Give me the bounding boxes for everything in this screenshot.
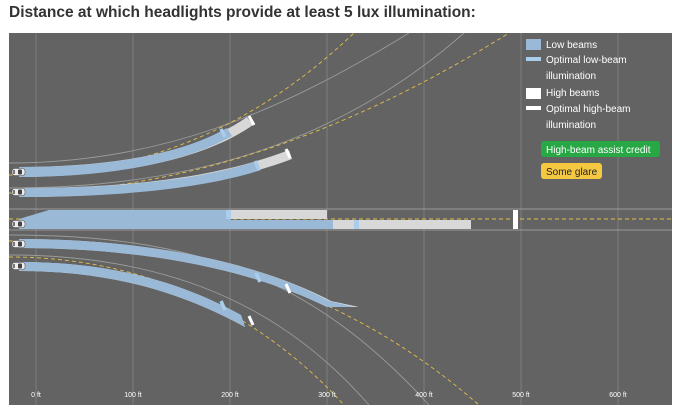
low-beam-area [19, 262, 245, 327]
car-icon [11, 188, 26, 196]
axis-tick-label: 500 ft [512, 392, 530, 399]
beam-patterns [19, 115, 518, 327]
legend-label-low-beams: Low beams [546, 40, 597, 51]
car-icon [11, 240, 26, 248]
legend-swatch-optimal-low-beam [526, 57, 541, 61]
optimal-low-beam-marker [254, 272, 262, 283]
optimal-low-beam-marker [219, 300, 227, 311]
axis-tick-label: 600 ft [609, 392, 627, 399]
optimal-high-beam-marker [284, 283, 292, 294]
legend: Low beams Optimal low-beam illumination … [526, 39, 660, 179]
some-glare-label: Some glare [546, 167, 598, 178]
road-edge-curve [9, 254, 370, 405]
low-beam-area [231, 220, 333, 229]
low-beam-area [19, 239, 354, 307]
optimal-low-beam-marker [219, 128, 227, 138]
car-icon [11, 220, 26, 228]
headlight-distance-diagram: 0 ft 100 ft 200 ft 300 ft 400 ft 500 ft … [9, 33, 672, 405]
optimal-low-beam-marker [354, 220, 359, 229]
distance-axis: 0 ft 100 ft 200 ft 300 ft 400 ft 500 ft … [31, 392, 627, 399]
high-beam-area [329, 220, 471, 229]
axis-tick-label: 300 ft [318, 392, 336, 399]
legend-label-optimal-high-beam: Optimal high-beam [546, 104, 630, 115]
page-title: Distance at which headlights provide at … [9, 4, 476, 21]
legend-swatch-optimal-high-beam [526, 106, 541, 110]
high-beam-assist-label: High-beam assist credit [546, 145, 651, 156]
low-beam-area [19, 128, 232, 177]
legend-swatch-low-beams [526, 39, 541, 50]
optimal-high-beam-marker [247, 315, 255, 326]
optimal-low-beam-marker [253, 160, 261, 171]
high-beam-area [229, 210, 327, 219]
optimal-high-beam-marker [513, 210, 518, 229]
axis-tick-label: 100 ft [124, 392, 142, 399]
lane-line-curve [9, 240, 480, 405]
lane-line-curve [9, 256, 345, 405]
optimal-high-beam-marker [247, 115, 256, 126]
car-icon [11, 168, 26, 176]
some-glare-badge [541, 163, 602, 179]
optimal-low-beam-marker [226, 210, 231, 219]
car-icon [11, 262, 26, 270]
axis-tick-label: 0 ft [31, 392, 41, 399]
low-beam-area [19, 161, 261, 197]
legend-label-optimal-low-beam-cont: illumination [546, 71, 596, 82]
optimal-high-beam-marker [284, 148, 292, 159]
legend-swatch-high-beams [526, 88, 541, 99]
road-edge-curve [9, 33, 465, 189]
low-beam-area [19, 210, 231, 229]
legend-label-optimal-low-beam: Optimal low-beam [546, 55, 627, 66]
road-edge-curve [9, 33, 410, 164]
axis-tick-label: 200 ft [221, 392, 239, 399]
high-beam-assist-badge [541, 141, 660, 157]
diagram-canvas: 0 ft 100 ft 200 ft 300 ft 400 ft 500 ft … [9, 33, 672, 405]
axis-tick-label: 400 ft [415, 392, 433, 399]
legend-label-optimal-high-beam-cont: illumination [546, 120, 596, 131]
lane-line-curve [9, 33, 355, 176]
legend-label-high-beams: High beams [546, 88, 599, 99]
